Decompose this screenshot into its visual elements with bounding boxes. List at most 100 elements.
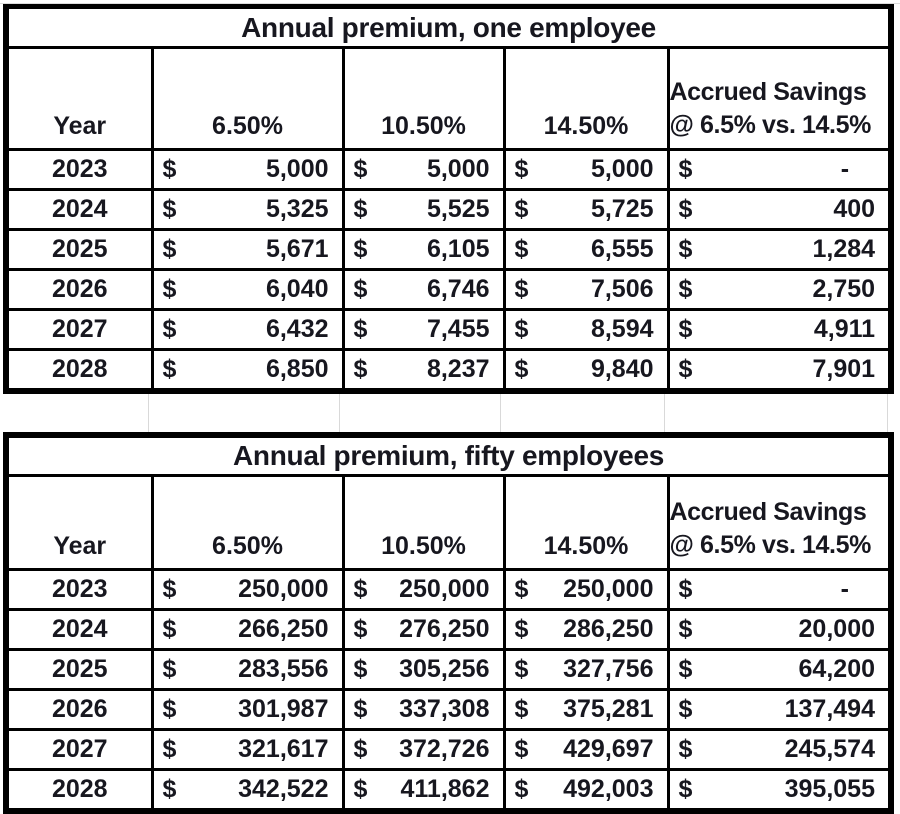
year-cell: 2023 [4,568,154,611]
gridline-column [149,394,340,432]
amount-cell: $6,555 [502,228,670,271]
currency-symbol: $ [514,235,529,263]
amount-cell: $1,284 [666,228,893,271]
currency-symbol: $ [353,655,368,683]
amount-value: 6,746 [426,275,490,303]
amount-value: 327,756 [563,655,654,683]
amount-cell: $6,040 [150,268,345,311]
amount-cell: $ - [666,568,893,611]
amount-value: - [840,155,850,183]
amount-cell: $429,697 [502,728,670,771]
currency-symbol: $ [162,735,177,763]
amount-cell: $301,987 [150,688,345,731]
amount-cell: $250,000 [150,568,345,611]
currency-symbol: $ [162,575,177,603]
currency-symbol: $ [678,235,693,263]
table-row: 2028 $6,850 $8,237 $9,840 $7,901 [4,348,893,393]
amount-value: 492,003 [563,775,654,803]
amount-cell: $286,250 [502,608,670,651]
amount-cell: $372,726 [341,728,506,771]
currency-symbol: $ [162,315,177,343]
currency-symbol: $ [162,155,177,183]
currency-symbol: $ [353,355,368,383]
table-row: 2026 $301,987 $337,308 $375,281 $137,494 [4,688,893,731]
amount-value: 5,000 [426,155,490,183]
currency-symbol: $ [678,575,693,603]
currency-symbol: $ [514,615,529,643]
currency-symbol: $ [678,195,693,223]
amount-cell: $137,494 [666,688,893,731]
amount-value: 6,432 [265,315,329,343]
amount-value: 342,522 [238,775,329,803]
col-header-rate-6-50: 6.50% [150,474,345,571]
amount-value: 137,494 [784,695,875,723]
amount-cell: $245,574 [666,728,893,771]
amount-cell: $2,750 [666,268,893,311]
amount-value: 283,556 [238,655,329,683]
amount-cell: $5,725 [502,188,670,231]
amount-value: 6,105 [426,235,490,263]
currency-symbol: $ [162,695,177,723]
year-cell: 2024 [4,608,154,651]
amount-cell: $321,617 [150,728,345,771]
currency-symbol: $ [678,155,693,183]
col-header-year: Year [4,46,154,151]
col-header-rate-10-50: 10.50% [341,474,506,571]
col-header-rate-6-50: 6.50% [150,46,345,151]
currency-symbol: $ [514,195,529,223]
table-title-row: Annual premium, fifty employees [4,433,893,477]
currency-symbol: $ [678,655,693,683]
currency-symbol: $ [678,615,693,643]
year-cell: 2026 [4,688,154,731]
year-cell: 2024 [4,188,154,231]
currency-symbol: $ [353,775,368,803]
amount-cell: $250,000 [341,568,506,611]
amount-value: 286,250 [563,615,654,643]
currency-symbol: $ [514,275,529,303]
amount-value: 8,237 [426,355,490,383]
amount-value: 1,284 [812,235,876,263]
amount-cell: $6,432 [150,308,345,351]
currency-symbol: $ [162,615,177,643]
currency-symbol: $ [514,655,529,683]
amount-cell: $7,506 [502,268,670,311]
currency-symbol: $ [353,315,368,343]
amount-cell: $411,862 [341,768,506,813]
amount-cell: $276,250 [341,608,506,651]
amount-cell: $7,901 [666,348,893,393]
amount-cell: $395,055 [666,768,893,813]
amount-cell: $5,000 [502,148,670,191]
currency-symbol: $ [353,575,368,603]
amount-cell: $327,756 [502,648,670,691]
accrued-savings-label-line2: @ 6.5% vs. 14.5% [669,110,871,139]
amount-value: 321,617 [238,735,329,763]
currency-symbol: $ [353,235,368,263]
currency-symbol: $ [162,355,177,383]
currency-symbol: $ [514,735,529,763]
table-row: 2023 $5,000 $5,000 $5,000 $ - [4,148,893,191]
amount-cell: $400 [666,188,893,231]
amount-value: 411,862 [400,775,490,803]
spreadsheet: Annual premium, one employee Year 6.50% … [0,3,900,814]
amount-value: 395,055 [784,775,875,803]
year-cell: 2027 [4,308,154,351]
amount-cell: $5,671 [150,228,345,271]
amount-cell: $342,522 [150,768,345,813]
amount-value: 375,281 [563,695,654,723]
table-title-row: Annual premium, one employee [4,4,893,49]
amount-value: 7,455 [426,315,490,343]
currency-symbol: $ [514,315,529,343]
amount-value: 5,000 [265,155,329,183]
table-row: 2027 $321,617 $372,726 $429,697 $245,574 [4,728,893,771]
currency-symbol: $ [514,155,529,183]
currency-symbol: $ [162,195,177,223]
amount-cell: $4,911 [666,308,893,351]
year-cell: 2027 [4,728,154,771]
col-header-accrued-savings: Accrued Savings @ 6.5% vs. 14.5% [666,46,893,151]
currency-symbol: $ [678,315,693,343]
amount-cell: $283,556 [150,648,345,691]
currency-symbol: $ [514,775,529,803]
amount-cell: $ - [666,148,893,191]
year-cell: 2025 [4,648,154,691]
amount-cell: $266,250 [150,608,345,651]
